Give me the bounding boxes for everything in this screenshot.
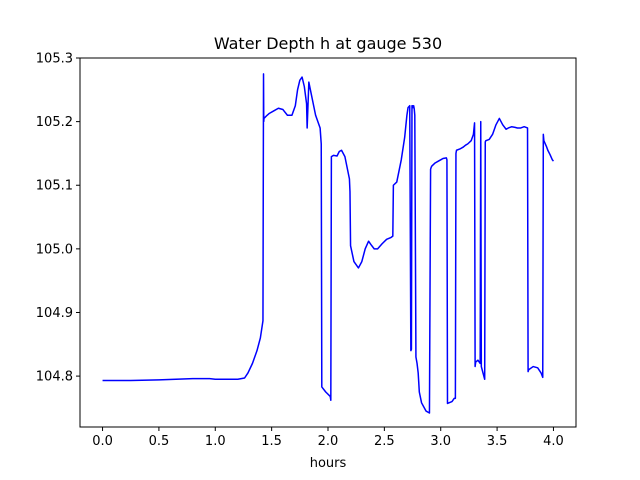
y-tick-label: 105.0 [36,242,73,257]
x-tick-label: 1.0 [205,434,226,449]
x-tick-label: 0.5 [149,434,170,449]
x-axis-ticks: 0.0 0.5 1.0 1.5 2.0 2.5 3.0 3.5 4.0 [92,427,564,449]
x-tick-label: 0.0 [92,434,113,449]
x-tick-label: 2.0 [318,434,339,449]
x-tick-label: 2.5 [374,434,395,449]
x-tick-label: 1.5 [261,434,282,449]
x-tick-label: 3.5 [487,434,508,449]
x-axis-label: hours [310,456,347,471]
chart-title: Water Depth h at gauge 530 [214,34,442,53]
series-line [102,73,555,414]
plot-frame [79,57,577,428]
x-tick-label: 3.0 [430,434,451,449]
y-tick-label: 104.8 [36,370,73,385]
y-tick-label: 105.3 [36,52,73,67]
y-tick-label: 104.9 [36,306,73,321]
y-tick-label: 105.2 [36,115,73,130]
y-tick-label: 105.1 [36,179,73,194]
series-group [102,73,555,414]
y-axis-ticks: 104.8 104.9 105.0 105.1 105.2 105.3 [36,52,80,385]
x-tick-label: 4.0 [543,434,564,449]
